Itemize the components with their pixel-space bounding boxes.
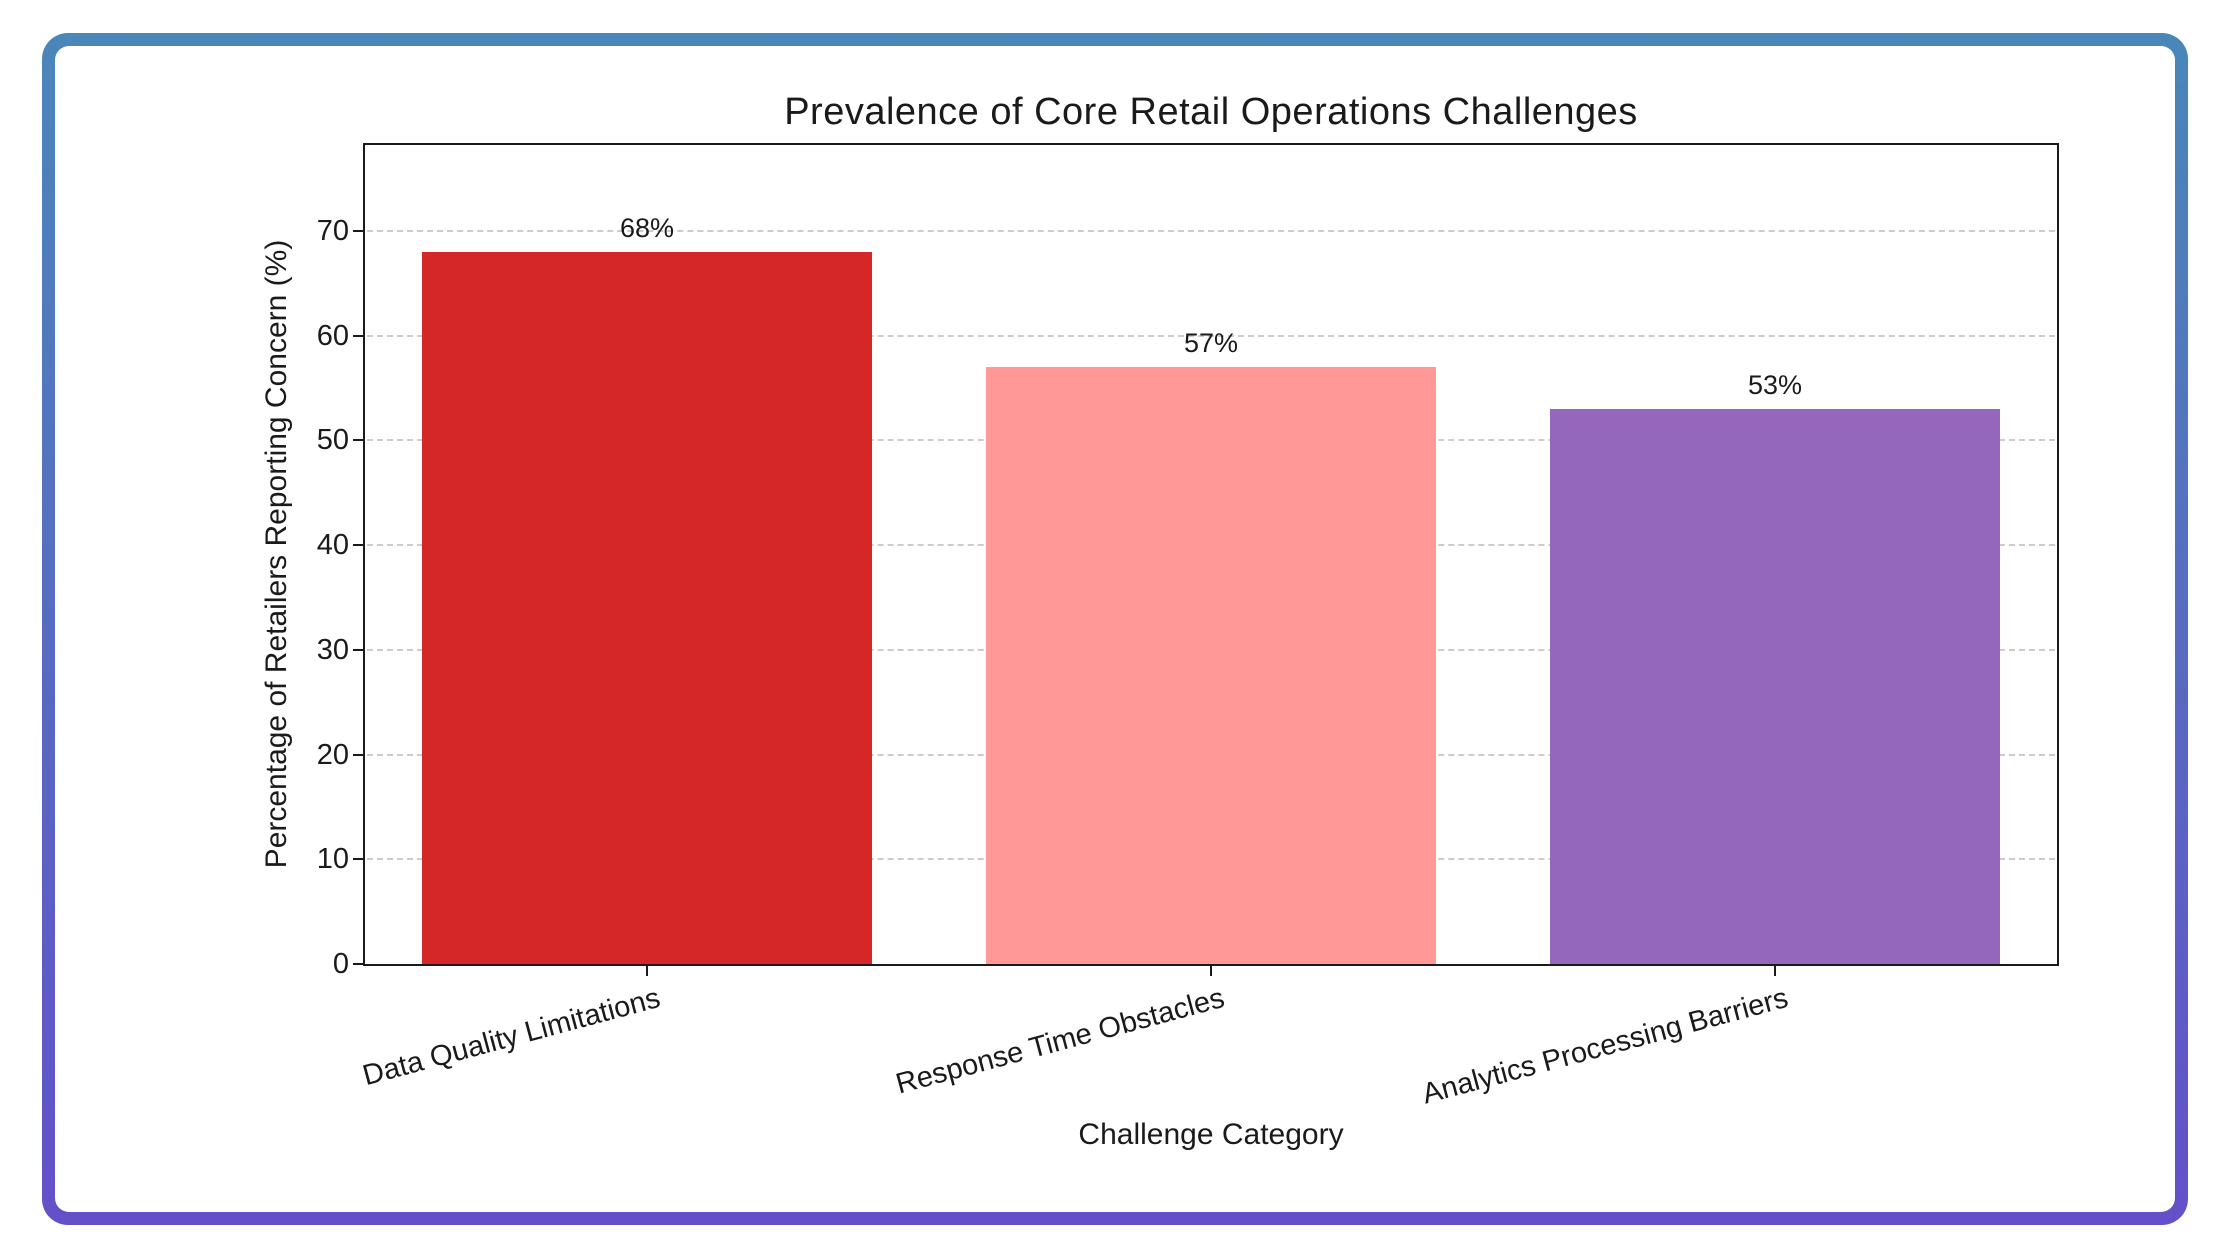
y-tick-label-30: 30 xyxy=(316,633,349,666)
bar-1 xyxy=(422,251,872,964)
y-tick-mark-20 xyxy=(353,753,365,756)
y-tick-mark-30 xyxy=(353,648,365,651)
y-tick-label-0: 0 xyxy=(332,948,349,980)
bar-2 xyxy=(986,367,1436,964)
x-tick-mark-1 xyxy=(646,964,648,976)
bar-value-label-3: 53% xyxy=(1747,369,1803,400)
y-tick-label-10: 10 xyxy=(316,843,349,876)
chart-title: Prevalence of Core Retail Operations Cha… xyxy=(784,91,1638,133)
y-tick-mark-40 xyxy=(353,544,365,547)
y-tick-label-60: 60 xyxy=(316,319,349,352)
x-tick-mark-2 xyxy=(1210,964,1212,976)
y-tick-label-70: 70 xyxy=(316,214,349,247)
y-tick-label-40: 40 xyxy=(316,529,349,562)
bar-value-label-1: 68% xyxy=(619,212,675,243)
y-tick-label-50: 50 xyxy=(316,424,349,457)
y-tick-mark-70 xyxy=(353,229,365,232)
x-axis-label: Challenge Category xyxy=(1078,1118,1344,1151)
y-tick-label-20: 20 xyxy=(316,738,349,771)
gridline-70 xyxy=(367,229,2055,232)
bar-3 xyxy=(1550,408,2000,964)
y-tick-mark-50 xyxy=(353,439,365,442)
y-tick-mark-0 xyxy=(353,963,365,965)
y-tick-mark-60 xyxy=(353,334,365,337)
y-tick-mark-10 xyxy=(353,858,365,861)
gridline-60 xyxy=(367,334,2055,337)
bar-value-label-2: 57% xyxy=(1183,328,1239,359)
x-tick-mark-3 xyxy=(1774,964,1776,976)
